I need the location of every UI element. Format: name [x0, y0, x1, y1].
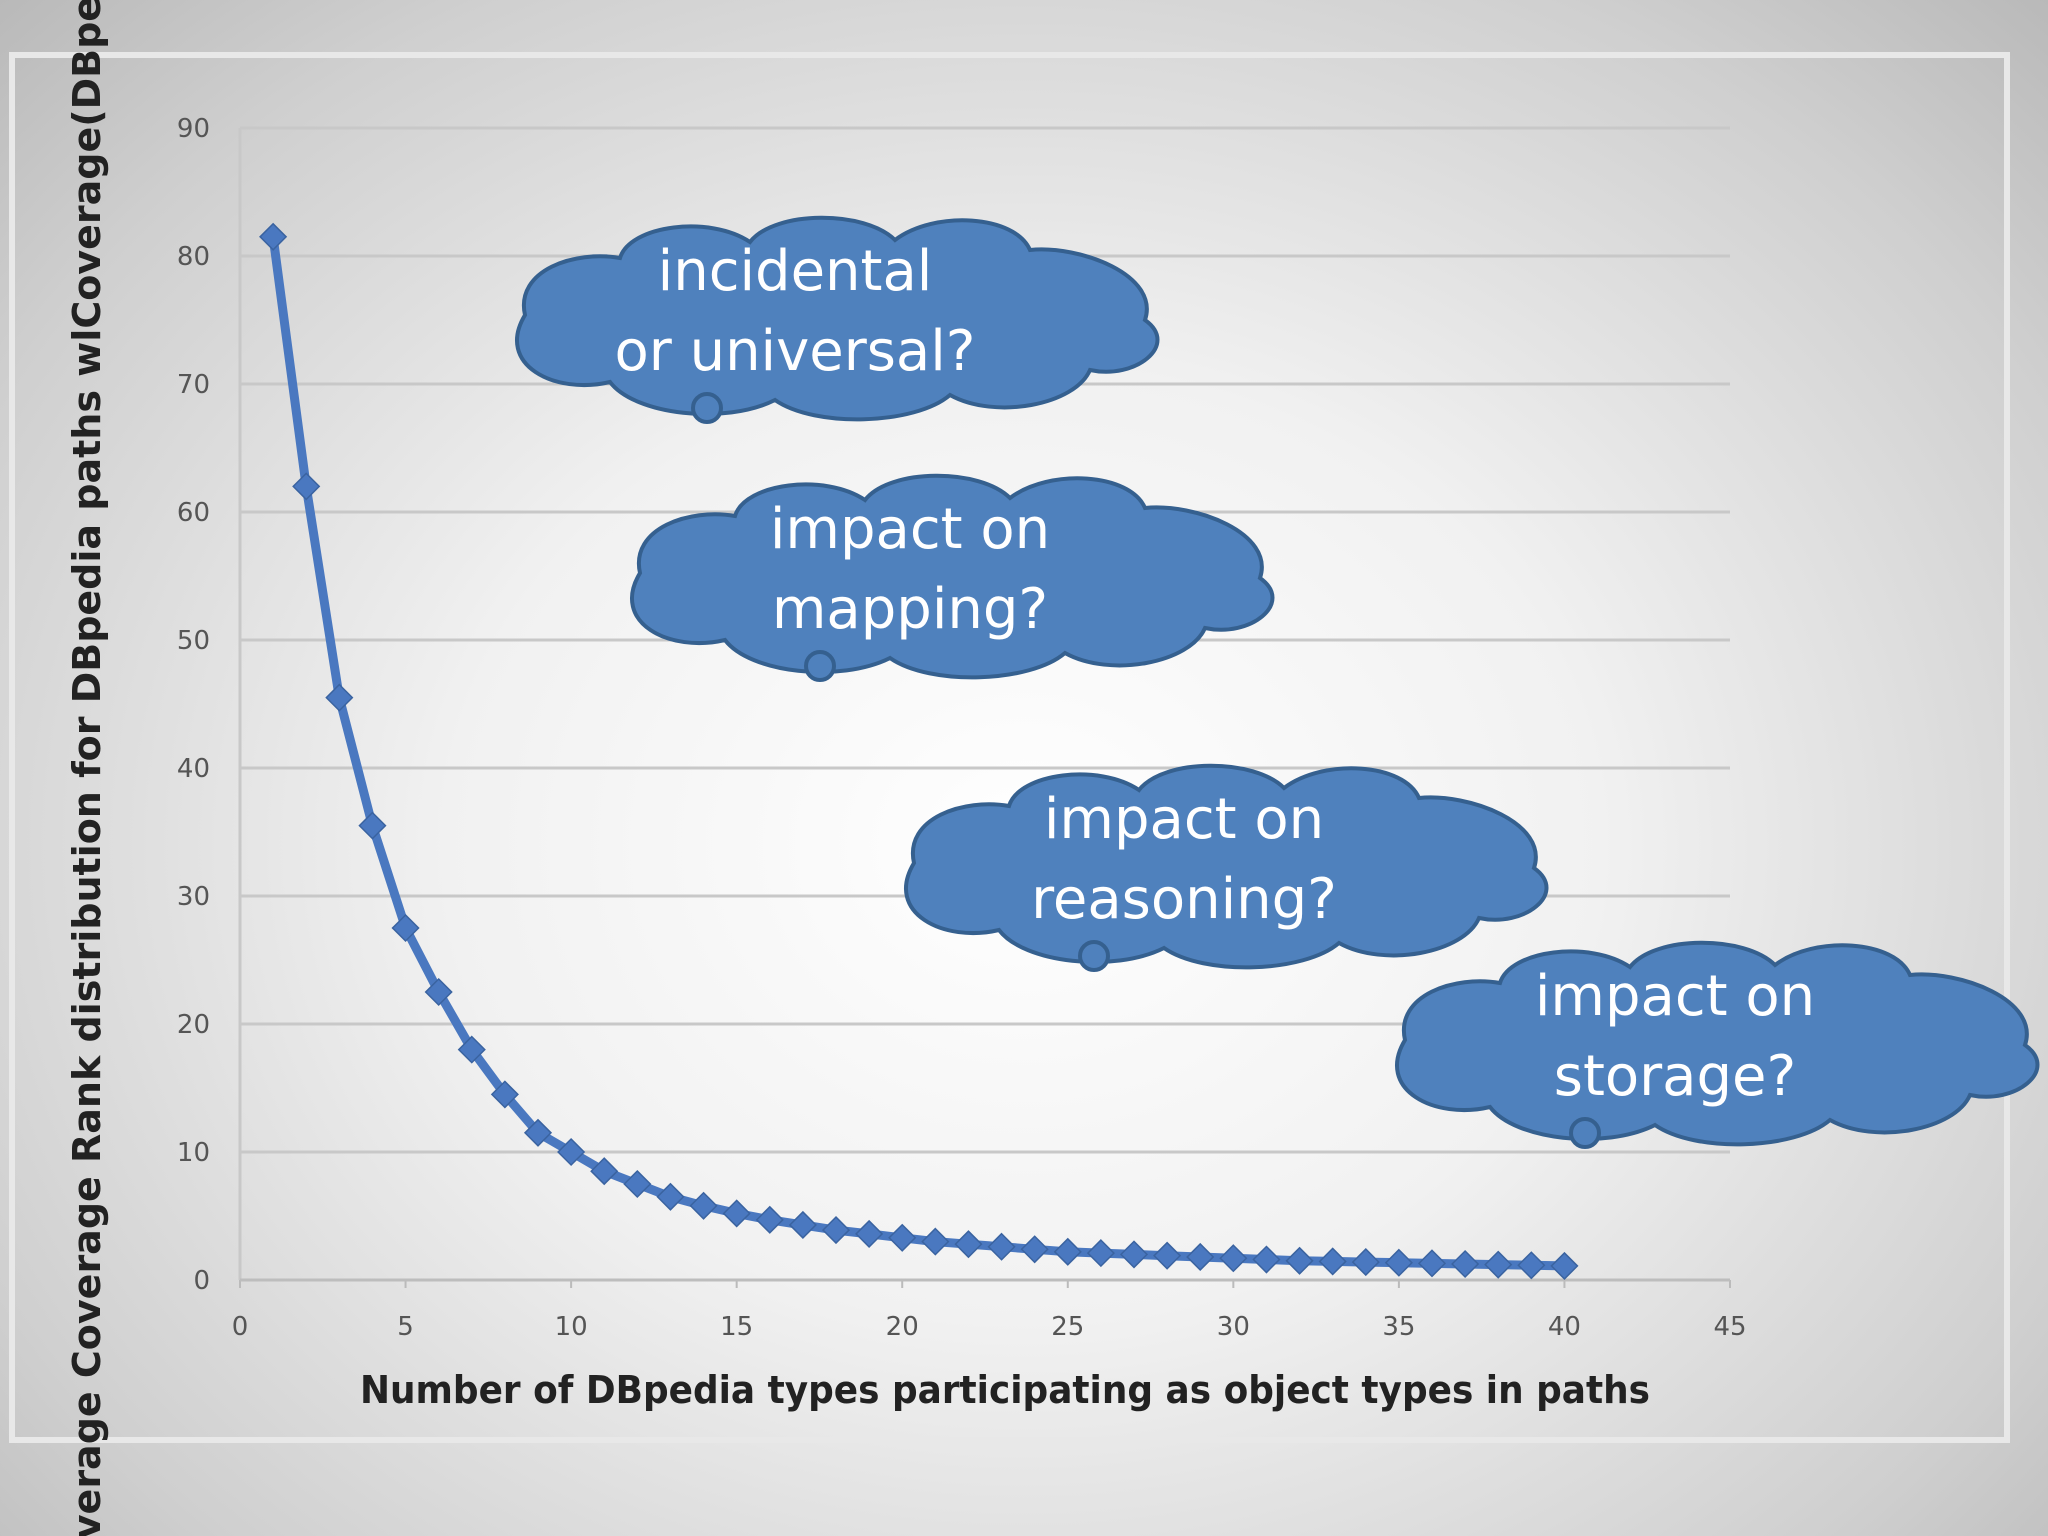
cloud-text-line2: reasoning? — [1031, 867, 1337, 932]
cloud-text-line1: impact on — [1044, 787, 1324, 852]
data-point-marker — [689, 1191, 718, 1220]
data-point-marker — [954, 1230, 983, 1259]
y-tick-label: 20 — [177, 1010, 210, 1040]
data-point-marker — [590, 1157, 619, 1186]
data-point-marker — [755, 1205, 784, 1234]
cloud-callout-reasoning: impact on reasoning? — [904, 763, 1549, 972]
data-point-marker — [523, 1118, 553, 1147]
cloud-text-line2: storage? — [1554, 1044, 1796, 1109]
x-tick-label: 45 — [1713, 1312, 1746, 1342]
data-point-marker — [1351, 1248, 1380, 1277]
data-point-marker — [490, 1080, 519, 1109]
x-tick-label: 5 — [397, 1312, 414, 1342]
data-point-marker — [1318, 1247, 1347, 1276]
data-point-marker — [1119, 1240, 1149, 1269]
cloud-text-line1: impact on — [1535, 964, 1815, 1029]
data-point-marker — [987, 1232, 1016, 1261]
data-point-marker — [722, 1199, 751, 1228]
y-tick-labels: 0 10 20 30 40 50 60 70 80 90 — [177, 114, 210, 1296]
data-point-marker — [457, 1035, 486, 1064]
data-point-marker — [1219, 1244, 1248, 1273]
x-tick-label: 15 — [720, 1312, 753, 1342]
x-tick-label: 40 — [1548, 1312, 1581, 1342]
data-point-marker — [656, 1182, 685, 1211]
data-point-marker — [557, 1137, 586, 1167]
y-axis-title: Average Coverage Rank distribution for D… — [65, 0, 109, 1536]
x-tick-labels: 0 5 10 15 20 25 30 35 40 45 — [232, 1312, 1747, 1342]
data-point-marker — [921, 1227, 950, 1256]
cloud-callout-storage: impact on storage? — [1395, 940, 2040, 1149]
data-point-marker — [1252, 1245, 1281, 1274]
series-group — [268, 232, 1569, 1271]
series-line — [268, 232, 1569, 1271]
data-point-marker — [1285, 1246, 1314, 1275]
data-point-marker — [788, 1210, 817, 1240]
x-tick-label: 20 — [886, 1312, 919, 1342]
data-point-marker — [1484, 1250, 1513, 1279]
y-tick-label: 40 — [177, 754, 210, 784]
data-point-marker — [292, 472, 321, 501]
cloud-text-line2: or universal? — [614, 319, 975, 384]
x-axis-title: Number of DBpedia types participating as… — [360, 1368, 1650, 1412]
marker-group — [259, 222, 1579, 1280]
data-point-marker — [623, 1169, 652, 1199]
cloud-text-line1: incidental — [658, 239, 933, 304]
data-point-marker — [1517, 1251, 1546, 1280]
data-point-marker — [1550, 1251, 1579, 1280]
y-tick-label: 80 — [177, 242, 210, 272]
y-tick-label: 0 — [193, 1266, 210, 1296]
data-point-marker — [1153, 1241, 1182, 1270]
cloud-callout-mapping: impact on mapping? — [630, 473, 1275, 682]
data-point-marker — [1186, 1242, 1215, 1272]
data-point-marker — [821, 1216, 851, 1245]
x-tick-label: 25 — [1051, 1312, 1084, 1342]
cloud-callout-incidental: incidental or universal? — [515, 215, 1160, 424]
data-point-marker — [325, 683, 354, 712]
y-tick-label: 70 — [177, 370, 210, 400]
data-point-marker — [1020, 1235, 1049, 1264]
data-point-marker — [424, 977, 453, 1007]
data-point-marker — [855, 1219, 884, 1248]
chart-border — [9, 52, 2010, 1443]
y-tick-label: 10 — [177, 1138, 210, 1168]
cloud-text-line2: mapping? — [772, 577, 1048, 642]
data-point-marker — [1086, 1239, 1115, 1268]
x-tick-label: 30 — [1217, 1312, 1250, 1342]
x-tick-label: 0 — [232, 1312, 249, 1342]
data-point-marker — [1053, 1237, 1082, 1266]
data-point-marker — [888, 1223, 917, 1252]
data-point-marker — [1417, 1249, 1447, 1278]
data-point-marker — [391, 913, 420, 943]
cloud-text-line1: impact on — [770, 497, 1050, 562]
axes — [238, 128, 1731, 1288]
data-point-marker — [1384, 1248, 1413, 1277]
data-point-marker — [1451, 1249, 1480, 1279]
y-tick-label: 30 — [177, 882, 210, 912]
y-tick-label: 60 — [177, 498, 210, 528]
x-tick-label: 35 — [1382, 1312, 1415, 1342]
data-point-marker — [259, 222, 288, 251]
x-tick-label: 10 — [555, 1312, 588, 1342]
y-tick-label: 90 — [177, 114, 210, 144]
y-tick-label: 50 — [177, 626, 210, 656]
data-point-marker — [358, 811, 387, 840]
